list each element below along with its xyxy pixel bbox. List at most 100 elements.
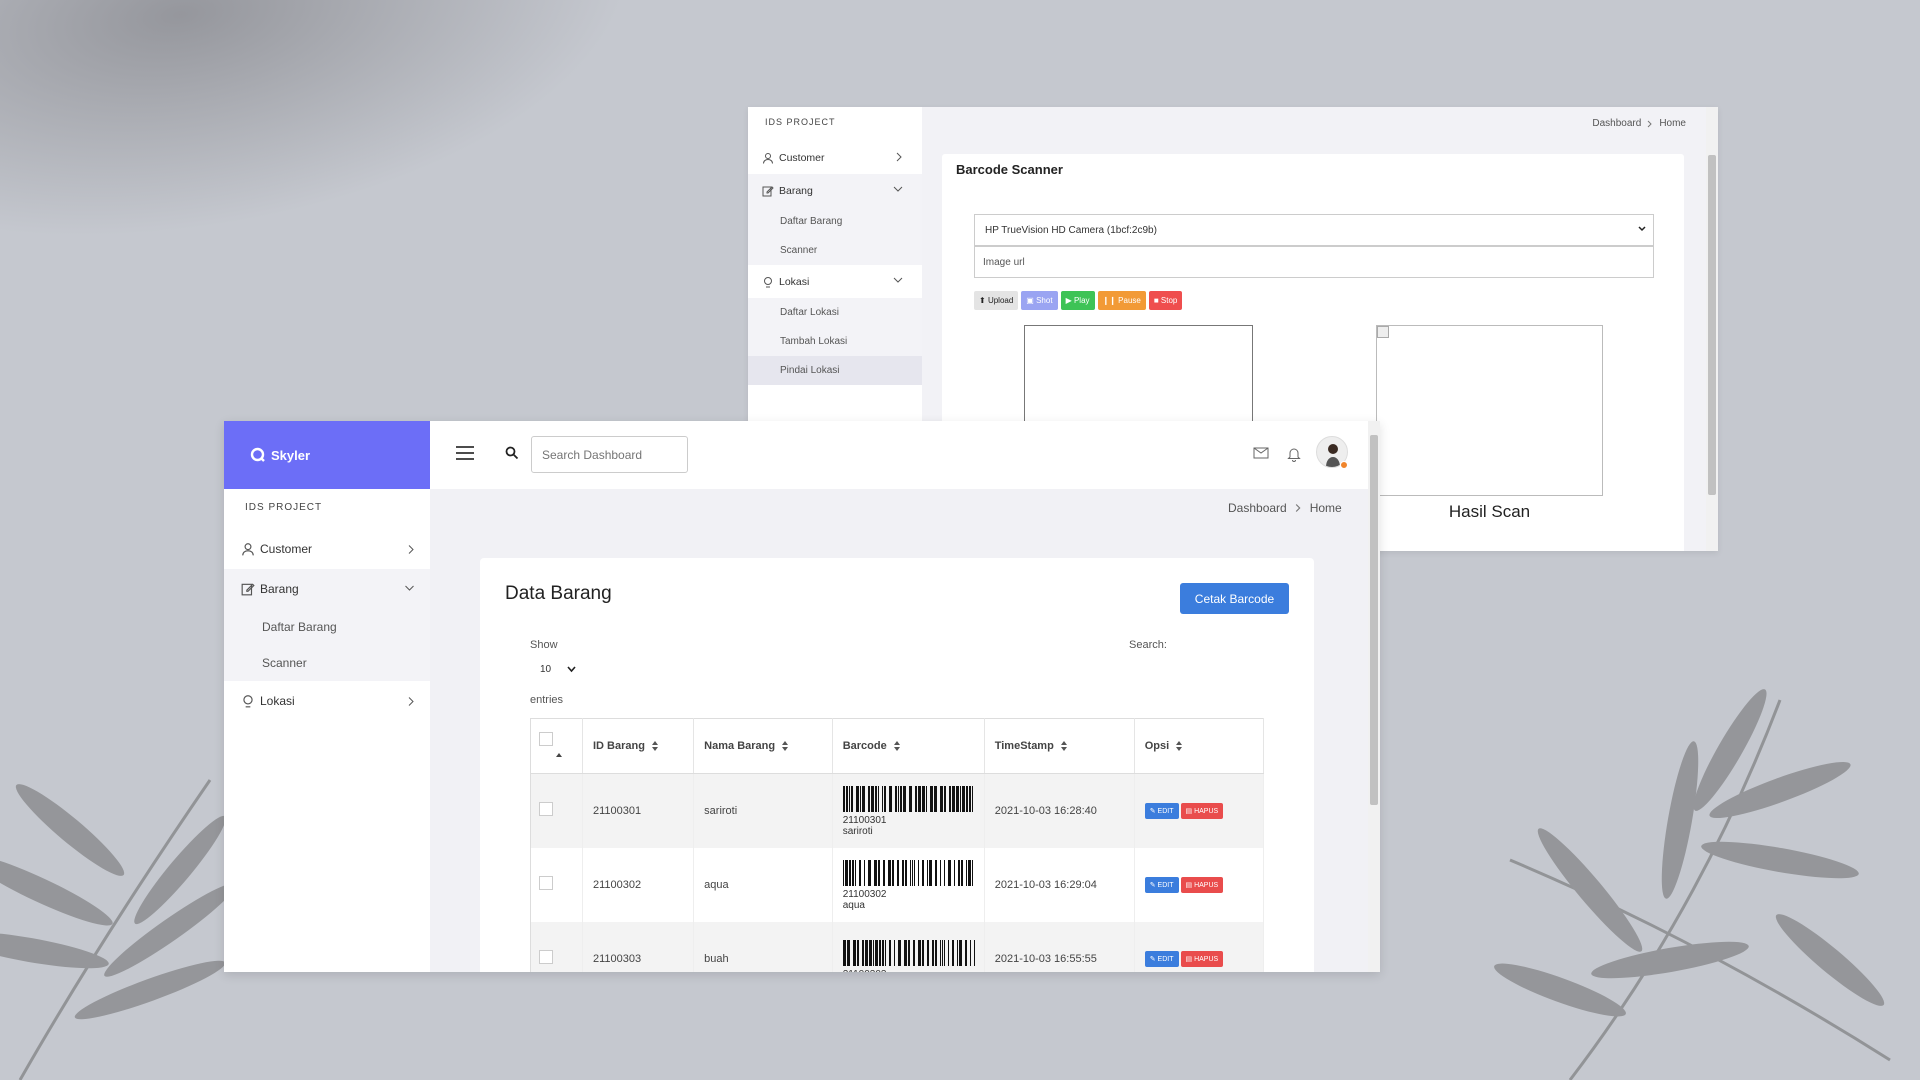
barcode-bar [907, 939, 910, 966]
scan-result-image [1376, 325, 1603, 496]
image-url-input[interactable]: Image url [974, 246, 1654, 278]
barcode-bar [929, 786, 933, 813]
barcode-bar [888, 786, 892, 813]
pencil-icon: ✎ [1149, 881, 1156, 889]
barcode-bar [911, 860, 913, 886]
select-all-header[interactable] [530, 718, 583, 774]
breadcrumb-home: Home [1659, 118, 1686, 129]
barcode-bar [872, 939, 874, 966]
select-all-checkbox[interactable] [539, 731, 553, 746]
upload-label: Upload [987, 296, 1014, 305]
sidebar-subitem-scanner[interactable]: Scanner [224, 645, 430, 681]
sidebar-subitem-tambah-lokasi[interactable]: Tambah Lokasi [748, 327, 922, 356]
row-checkbox[interactable] [539, 876, 553, 890]
trash-icon: ▤ [1185, 807, 1193, 815]
scrollbar-thumb[interactable] [1708, 155, 1716, 495]
barcode-bar [863, 860, 865, 886]
barcode-bar [844, 860, 848, 886]
barcode-bar [897, 786, 899, 813]
barcode-bar [897, 939, 901, 966]
barcode-bar [960, 860, 963, 886]
page-length-select[interactable]: 10 [530, 664, 576, 675]
breadcrumb-dashboard[interactable]: Dashboard [1592, 118, 1642, 129]
sidebar-item-barang[interactable]: Barang [224, 569, 430, 609]
brand-logo[interactable]: Skyler [224, 421, 430, 489]
barcode-bar [861, 786, 865, 813]
header-id-barang[interactable]: ID Barang [582, 718, 695, 774]
cell-opsi: ✎ EDIT ▤ HAPUS [1134, 847, 1265, 922]
table-row[interactable]: 21100303 buah 21100303 2021-10-03 16:55:… [530, 921, 1265, 972]
delete-label: HAPUS [1194, 955, 1219, 963]
barcode-bar [914, 786, 917, 813]
chevron-down-icon [1638, 226, 1646, 232]
barcode-bar [904, 860, 907, 886]
search-icon[interactable] [505, 446, 519, 460]
shot-button[interactable]: ▣ Shot [1021, 291, 1058, 310]
sidebar-item-barang[interactable]: Barang [748, 174, 922, 207]
barcode-bar [957, 860, 960, 886]
palm-leaf-shadow-left [0, 779, 236, 1080]
trash-icon: ▤ [1185, 881, 1193, 889]
barcode-bar [961, 786, 965, 813]
cell-barcode: 21100302 aqua [832, 847, 985, 922]
camera-select[interactable]: HP TrueVision HD Camera (1bcf:2c9b) [974, 214, 1654, 246]
barcode-bar [899, 786, 902, 813]
scrollbar[interactable] [1368, 421, 1380, 972]
barcode-bar [925, 786, 927, 813]
bell-icon[interactable] [1287, 446, 1301, 462]
avatar[interactable] [1316, 436, 1348, 468]
table-row[interactable]: 21100302 aqua 21100302 aqua 2021-10-03 1… [530, 847, 1265, 922]
scrollbar-thumb[interactable] [1370, 435, 1378, 805]
cell-nama: buah [693, 921, 833, 972]
mail-icon[interactable] [1253, 447, 1269, 459]
barcode-bar [947, 860, 951, 886]
hamburger-menu-icon[interactable] [455, 445, 475, 461]
breadcrumb-dashboard[interactable]: Dashboard [1228, 501, 1287, 515]
barcode-bar [873, 860, 877, 886]
sidebar-subitem-scanner[interactable]: Scanner [748, 236, 922, 265]
header-nama-barang[interactable]: Nama Barang [693, 718, 833, 774]
sidebar-item-customer[interactable]: Customer [224, 529, 430, 569]
sidebar-item-customer[interactable]: Customer [748, 141, 922, 174]
row-checkbox[interactable] [539, 802, 553, 817]
barcode-bar [941, 939, 943, 966]
entries-label: entries [530, 694, 564, 706]
play-button[interactable]: ▶ Play [1060, 291, 1095, 310]
barcode-bar [859, 786, 861, 813]
search-input[interactable] [531, 436, 688, 473]
table-header-row: ID Barang Nama Barang Barcode TimeStamp … [530, 718, 1265, 774]
barcode-bar [891, 860, 894, 886]
table-row[interactable]: 21100301 sariroti 21100301 sariroti 2021… [530, 773, 1265, 848]
sidebar-item-lokasi[interactable]: Lokasi [748, 265, 922, 298]
barcode-bar [852, 939, 856, 966]
header-barcode[interactable]: Barcode [832, 718, 985, 774]
header-timestamp[interactable]: TimeStamp [984, 718, 1135, 774]
page-length-value: 10 [540, 664, 552, 675]
pause-button[interactable]: ❙❙ Pause [1097, 291, 1146, 310]
stop-button[interactable]: ■ Stop [1148, 291, 1183, 310]
edit-button[interactable]: ✎ EDIT [1144, 876, 1179, 893]
barcode-bar [921, 786, 925, 813]
sidebar-subitem-daftar-barang[interactable]: Daftar Barang [748, 207, 922, 236]
sidebar-item-lokasi[interactable]: Lokasi [224, 681, 430, 721]
cell-opsi: ✎ EDIT ▤ HAPUS [1134, 921, 1265, 972]
edit-button[interactable]: ✎ EDIT [1144, 802, 1179, 819]
barcode-number: 21100301 [842, 815, 887, 827]
shot-label: Shot [1036, 296, 1053, 305]
delete-button[interactable]: ▤ HAPUS [1180, 876, 1224, 893]
project-label: IDS PROJECT [245, 502, 323, 513]
barcode-bar [948, 786, 951, 813]
delete-button[interactable]: ▤ HAPUS [1180, 950, 1224, 967]
print-barcode-button[interactable]: Cetak Barcode [1180, 583, 1289, 614]
delete-button[interactable]: ▤ HAPUS [1180, 802, 1224, 819]
trash-icon: ▤ [1185, 955, 1193, 963]
upload-button[interactable]: ⬆︎ Upload [974, 291, 1019, 310]
sidebar-subitem-daftar-lokasi[interactable]: Daftar Lokasi [748, 298, 922, 327]
barcode-bar [912, 939, 915, 966]
sidebar-subitem-daftar-barang[interactable]: Daftar Barang [224, 609, 430, 645]
header-opsi[interactable]: Opsi [1134, 718, 1265, 774]
row-checkbox[interactable] [539, 950, 553, 964]
edit-button[interactable]: ✎ EDIT [1144, 950, 1179, 967]
sidebar-subitem-pindai-lokasi[interactable]: Pindai Lokasi [748, 356, 922, 385]
scrollbar[interactable] [1706, 107, 1718, 551]
